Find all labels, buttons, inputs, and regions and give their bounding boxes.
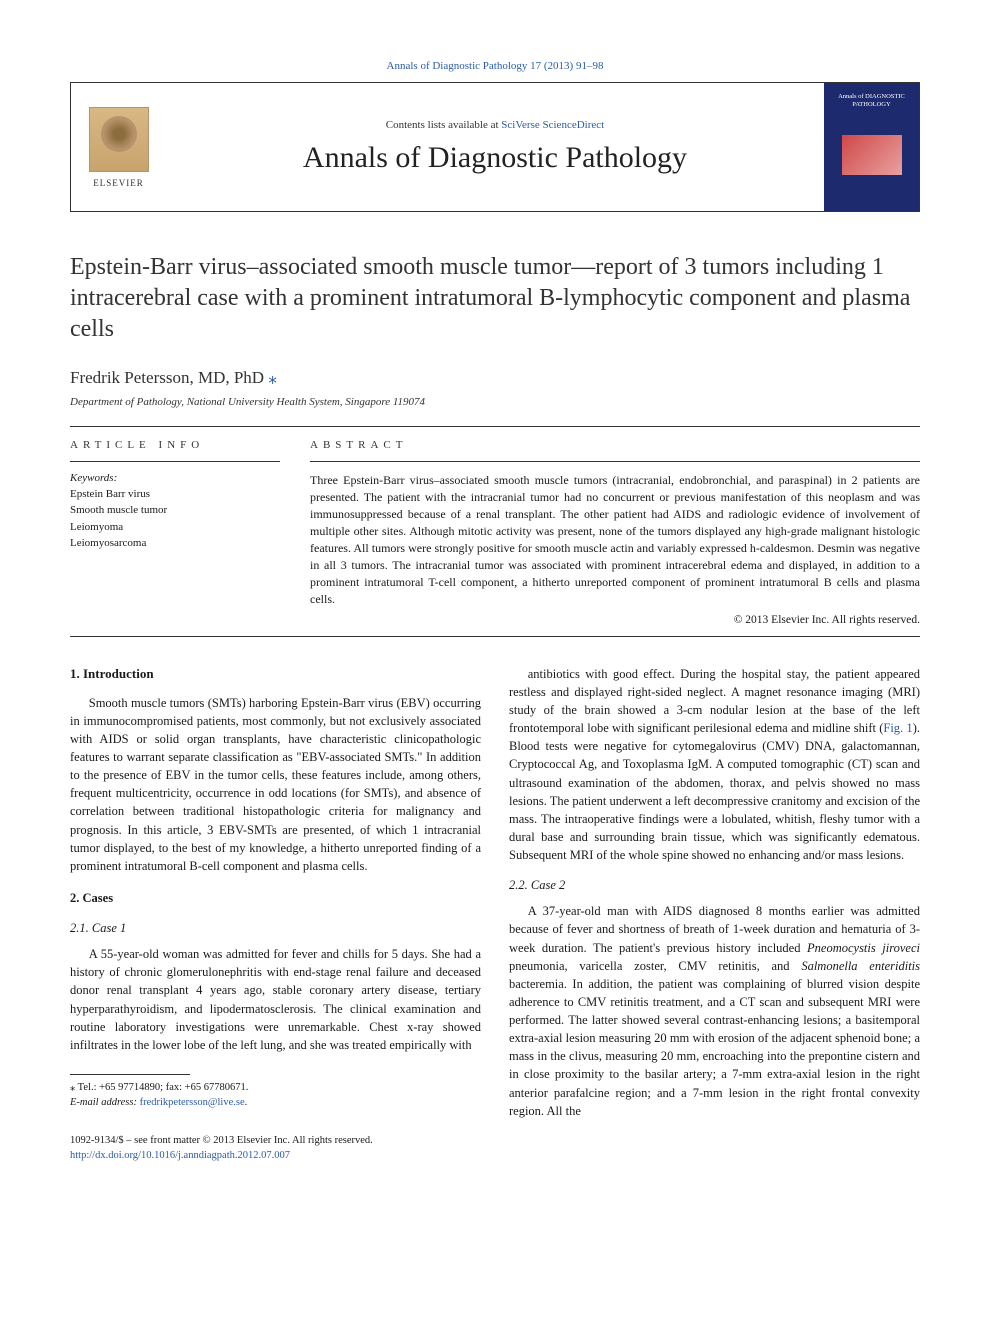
header-center: Contents lists available at SciVerse Sci… bbox=[166, 83, 824, 211]
article-meta-row: ARTICLE INFO Keywords: Epstein Barr viru… bbox=[70, 427, 920, 626]
email-link[interactable]: fredrikpetersson@live.se bbox=[140, 1097, 245, 1108]
case2-heading: 2.2. Case 2 bbox=[509, 876, 920, 894]
article-title: Epstein-Barr virus–associated smooth mus… bbox=[70, 252, 920, 346]
cover-title: Annals of DIAGNOSTIC PATHOLOGY bbox=[830, 93, 913, 109]
journal-header-box: ELSEVIER Contents lists available at Sci… bbox=[70, 82, 920, 212]
case2-paragraph: A 37-year-old man with AIDS diagnosed 8 … bbox=[509, 902, 920, 1120]
body-columns: 1. Introduction Smooth muscle tumors (SM… bbox=[70, 665, 920, 1164]
elsevier-logo[interactable]: ELSEVIER bbox=[71, 83, 166, 211]
case1-heading: 2.1. Case 1 bbox=[70, 919, 481, 937]
contents-line: Contents lists available at SciVerse Sci… bbox=[386, 119, 604, 131]
case1-paragraph-cont: antibiotics with good effect. During the… bbox=[509, 665, 920, 864]
case1-text: antibiotics with good effect. During the… bbox=[509, 667, 920, 735]
figure-link[interactable]: Fig. 1 bbox=[883, 721, 912, 735]
affiliation: Department of Pathology, National Univer… bbox=[70, 396, 920, 408]
cover-image-icon bbox=[842, 135, 902, 175]
abstract-label: ABSTRACT bbox=[310, 427, 920, 462]
corresponding-author-mark[interactable]: ⁎ bbox=[268, 368, 277, 387]
cases-heading: 2. Cases bbox=[70, 889, 481, 907]
email-suffix: . bbox=[245, 1097, 248, 1108]
copyright-line: © 2013 Elsevier Inc. All rights reserved… bbox=[310, 614, 920, 626]
article-info-label: ARTICLE INFO bbox=[70, 427, 280, 462]
corresponding-footnote: ⁎ Tel.: +65 97714890; fax: +65 67780671. bbox=[70, 1081, 481, 1096]
contents-prefix: Contents lists available at bbox=[386, 119, 501, 131]
abstract-column: ABSTRACT Three Epstein-Barr virus–associ… bbox=[310, 427, 920, 626]
keywords-label: Keywords: bbox=[70, 472, 280, 484]
species-name: Salmonella enteriditis bbox=[801, 959, 920, 973]
keyword: Epstein Barr virus bbox=[70, 486, 280, 503]
author-line: Fredrik Petersson, MD, PhD ⁎ bbox=[70, 368, 920, 388]
case1-paragraph: A 55-year-old woman was admitted for fev… bbox=[70, 945, 481, 1054]
intro-heading: 1. Introduction bbox=[70, 665, 481, 684]
email-footnote: E-mail address: fredrikpetersson@live.se… bbox=[70, 1096, 481, 1111]
journal-name: Annals of Diagnostic Pathology bbox=[303, 141, 687, 175]
citation-link[interactable]: Annals of Diagnostic Pathology 17 (2013)… bbox=[387, 60, 604, 72]
elsevier-tree-icon bbox=[89, 107, 149, 172]
email-label: E-mail address: bbox=[70, 1097, 140, 1108]
footer: 1092-9134/$ – see front matter © 2013 El… bbox=[70, 1134, 481, 1163]
journal-cover-thumbnail[interactable]: Annals of DIAGNOSTIC PATHOLOGY bbox=[824, 83, 919, 211]
body-column-left: 1. Introduction Smooth muscle tumors (SM… bbox=[70, 665, 481, 1164]
keyword: Leiomyoma bbox=[70, 519, 280, 536]
doi-link[interactable]: http://dx.doi.org/10.1016/j.anndiagpath.… bbox=[70, 1150, 290, 1161]
sciencedirect-link[interactable]: SciVerse ScienceDirect bbox=[501, 119, 604, 131]
issn-line: 1092-9134/$ – see front matter © 2013 El… bbox=[70, 1134, 481, 1149]
keyword: Smooth muscle tumor bbox=[70, 502, 280, 519]
author-name: Fredrik Petersson, MD, PhD bbox=[70, 368, 264, 387]
case2-text: pneumonia, varicella zoster, CMV retinit… bbox=[509, 959, 801, 973]
divider-line bbox=[70, 636, 920, 637]
intro-paragraph: Smooth muscle tumors (SMTs) harboring Ep… bbox=[70, 694, 481, 875]
abstract-text: Three Epstein-Barr virus–associated smoo… bbox=[310, 472, 920, 608]
footnote-rule bbox=[70, 1074, 190, 1075]
case2-text: bacteremia. In addition, the patient was… bbox=[509, 977, 920, 1118]
running-head: Annals of Diagnostic Pathology 17 (2013)… bbox=[70, 60, 920, 72]
case1-text: ). Blood tests were negative for cytomeg… bbox=[509, 721, 920, 862]
keyword: Leiomyosarcoma bbox=[70, 535, 280, 552]
species-name: Pneomocystis jiroveci bbox=[807, 941, 920, 955]
body-column-right: antibiotics with good effect. During the… bbox=[509, 665, 920, 1164]
elsevier-label: ELSEVIER bbox=[93, 178, 144, 188]
article-info-column: ARTICLE INFO Keywords: Epstein Barr viru… bbox=[70, 427, 280, 626]
